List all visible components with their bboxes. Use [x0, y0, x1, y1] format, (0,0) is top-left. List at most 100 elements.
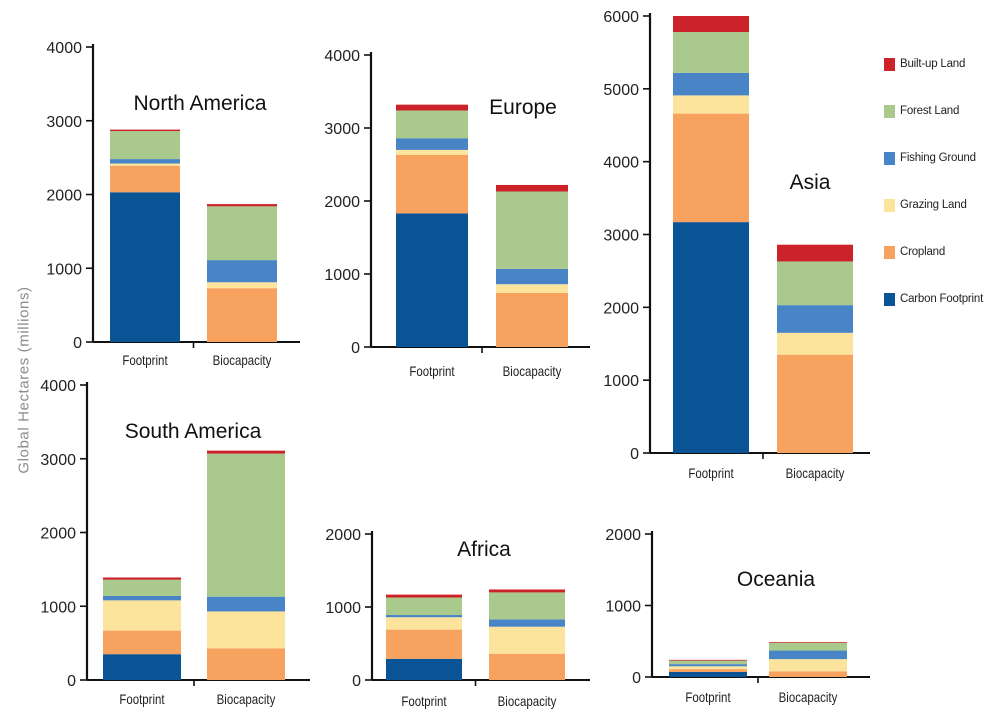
y-tick-label: 1000: [46, 261, 82, 278]
y-tick-label: 0: [632, 670, 641, 687]
legend-item-carbon-footprint: Carbon Footprint: [884, 290, 983, 308]
bar-segment-biocapacity-grazing-land: [207, 611, 285, 649]
chart-europe: 0 1000 2000 3000 4000 Footprint Biocapacity Eur…: [324, 48, 590, 379]
category-label-biocapacity: Biocapacity: [498, 693, 557, 709]
bar-segment-footprint-grazing-land: [396, 149, 468, 156]
bar-segment-biocapacity-built-up-land: [777, 244, 853, 262]
bar-segment-footprint-grazing-land: [669, 666, 747, 670]
bar-segment-footprint-cropland: [396, 155, 468, 214]
y-tick-label: 1000: [325, 600, 361, 617]
bar-segment-footprint-forest-land: [103, 579, 181, 596]
navy-square-icon: [884, 292, 895, 306]
y-tick-label: 1000: [324, 267, 360, 284]
y-tick-label: 2000: [324, 194, 360, 211]
y-tick-label: 4000: [40, 378, 76, 395]
bar-segment-biocapacity-cropland: [207, 648, 285, 680]
bar-segment-biocapacity-grazing-land: [777, 332, 853, 355]
y-tick-label: 2000: [46, 188, 82, 205]
bar-segment-biocapacity-grazing-land: [769, 659, 847, 672]
y-tick-label: 1000: [603, 373, 639, 390]
category-label-footprint: Footprint: [122, 352, 168, 368]
bar-segment-footprint-built-up-land: [396, 104, 468, 111]
green-square-icon: [884, 104, 895, 118]
legend-label: Cropland: [900, 246, 946, 258]
category-label-footprint: Footprint: [688, 465, 734, 481]
bar-segment-footprint-carbon-footprint: [386, 658, 462, 680]
y-tick-label: 0: [73, 335, 82, 352]
chart-africa: 0 1000 2000 Footprint Biocapacity Africa: [325, 527, 590, 709]
bar-segment-footprint-carbon-footprint: [396, 213, 468, 347]
red-square-icon: [884, 57, 895, 71]
bar-segment-footprint-built-up-land: [386, 594, 462, 598]
bar-segment-footprint-fishing-ground: [673, 72, 749, 96]
chart-south-america: 0 1000 2000 3000 4000 Footprint Biocapacity Sou…: [40, 378, 310, 707]
y-tick-label: 1000: [40, 599, 76, 616]
bar-segment-footprint-fishing-ground: [386, 615, 462, 618]
category-label-footprint: Footprint: [409, 363, 455, 379]
y-tick-label: 1000: [605, 599, 641, 616]
y-axis-title: Global Hectares (millions): [15, 286, 33, 474]
bar-segment-biocapacity-fishing-ground: [207, 260, 277, 283]
bar-segment-biocapacity-forest-land: [769, 642, 847, 651]
category-label-footprint: Footprint: [119, 691, 165, 707]
bar-segment-footprint-fishing-ground: [396, 138, 468, 150]
y-tick-label: 5000: [603, 82, 639, 99]
bar-segment-footprint-grazing-land: [103, 600, 181, 631]
bar-segment-biocapacity-built-up-land: [769, 641, 847, 643]
y-tick-label: 2000: [325, 527, 361, 544]
bar-segment-biocapacity-built-up-land: [207, 450, 285, 454]
chart-title: North America: [133, 92, 266, 115]
y-tick-label: 3000: [324, 121, 360, 138]
legend-label: Forest Land: [900, 105, 960, 117]
y-tick-label: 2000: [605, 527, 641, 544]
category-label-biocapacity: Biocapacity: [779, 689, 838, 705]
y-tick-label: 0: [630, 446, 639, 463]
chart-north-america: 0 1000 2000 3000 4000 Footprint Biocapacity Nor…: [46, 40, 300, 368]
bar-segment-biocapacity-forest-land: [777, 261, 853, 306]
chart-title: Africa: [457, 538, 511, 561]
bar-segment-footprint-cropland: [669, 669, 747, 672]
bar-segment-biocapacity-fishing-ground: [489, 619, 565, 627]
bar-segment-footprint-fishing-ground: [669, 664, 747, 667]
bar-segment-footprint-cropland: [110, 165, 180, 193]
bar-segment-biocapacity-built-up-land: [207, 204, 277, 207]
y-tick-label: 3000: [46, 114, 82, 131]
bar-segment-biocapacity-cropland: [207, 288, 277, 342]
bar-segment-biocapacity-forest-land: [207, 206, 277, 261]
chart-title: Asia: [790, 171, 831, 194]
chart-oceania: 0 1000 2000 Footprint Biocapacity Oceania: [605, 527, 870, 705]
bar-segment-biocapacity-grazing-land: [496, 284, 568, 293]
legend-label: Carbon Footprint: [900, 293, 984, 305]
bar-segment-biocapacity-grazing-land: [489, 626, 565, 654]
y-tick-label: 4000: [324, 48, 360, 65]
y-tick-label: 2000: [603, 300, 639, 317]
bar-segment-biocapacity-fishing-ground: [769, 650, 847, 660]
chart-asia: 0 1000 2000 3000 4000 5000 6000 Footprint Biocap…: [603, 9, 870, 481]
bar-segment-biocapacity-grazing-land: [207, 282, 277, 289]
bar-segment-footprint-built-up-land: [103, 577, 181, 580]
bar-segment-biocapacity-forest-land: [207, 453, 285, 597]
bar-segment-biocapacity-forest-land: [496, 191, 568, 269]
y-tick-label: 6000: [603, 9, 639, 26]
bar-segment-footprint-cropland: [673, 113, 749, 223]
bar-segment-footprint-built-up-land: [673, 16, 749, 33]
category-label-biocapacity: Biocapacity: [786, 465, 845, 481]
yellow-square-icon: [884, 198, 895, 212]
bar-segment-footprint-grazing-land: [386, 617, 462, 630]
y-tick-label: 0: [67, 673, 76, 690]
legend-item-built-up-land: Built-up Land: [884, 55, 965, 73]
bar-segment-footprint-carbon-footprint: [673, 222, 749, 453]
chart-title: Europe: [489, 96, 557, 119]
bar-segment-footprint-cropland: [386, 629, 462, 659]
bar-segment-biocapacity-fishing-ground: [207, 596, 285, 612]
bar-segment-biocapacity-cropland: [769, 671, 847, 677]
y-tick-label: 2000: [40, 526, 76, 543]
y-tick-label: 0: [352, 673, 361, 690]
category-label-footprint: Footprint: [685, 689, 731, 705]
bar-segment-footprint-carbon-footprint: [103, 654, 181, 680]
bar-segment-biocapacity-built-up-land: [496, 184, 568, 192]
category-label-biocapacity: Biocapacity: [217, 691, 276, 707]
legend-item-grazing-land: Grazing Land: [884, 196, 967, 214]
chart-title: Oceania: [737, 568, 816, 591]
bar-segment-footprint-built-up-land: [669, 659, 747, 661]
